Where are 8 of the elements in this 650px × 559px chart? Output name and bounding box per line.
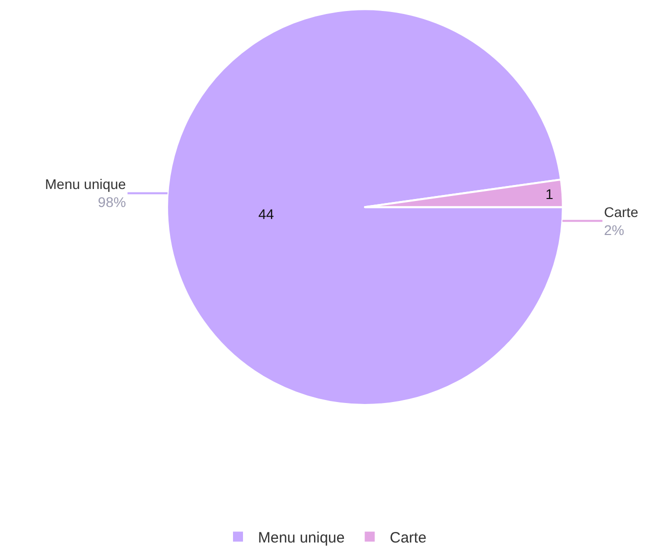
category-label: Carte	[604, 204, 638, 220]
data-label: 44	[258, 206, 274, 222]
text: 98%	[98, 194, 126, 210]
slice-label: Menu unique	[45, 176, 126, 192]
text: 2%	[604, 222, 624, 238]
legend-label: Carte	[390, 530, 426, 547]
legend-label: Menu unique	[258, 530, 345, 547]
data-label: 1	[546, 186, 554, 202]
